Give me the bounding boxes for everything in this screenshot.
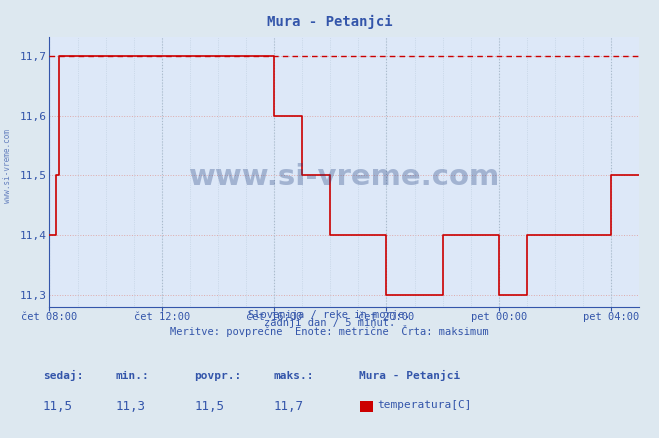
Text: maks.:: maks.: (273, 371, 314, 381)
Text: 11,5: 11,5 (194, 399, 225, 413)
Text: min.:: min.: (115, 371, 149, 381)
Text: www.si-vreme.com: www.si-vreme.com (188, 163, 500, 191)
Text: sedaj:: sedaj: (43, 370, 83, 381)
Text: 11,7: 11,7 (273, 399, 304, 413)
Text: temperatura[C]: temperatura[C] (377, 399, 471, 410)
Text: Mura - Petanjci: Mura - Petanjci (359, 370, 461, 381)
Text: Mura - Petanjci: Mura - Petanjci (267, 15, 392, 29)
Text: zadnji dan / 5 minut.: zadnji dan / 5 minut. (264, 318, 395, 328)
Text: Meritve: povprečne  Enote: metrične  Črta: maksimum: Meritve: povprečne Enote: metrične Črta:… (170, 325, 489, 337)
Text: www.si-vreme.com: www.si-vreme.com (3, 130, 13, 203)
Text: 11,5: 11,5 (43, 399, 73, 413)
Text: povpr.:: povpr.: (194, 371, 242, 381)
Text: 11,3: 11,3 (115, 399, 146, 413)
Text: Slovenija / reke in morje.: Slovenija / reke in morje. (248, 310, 411, 320)
